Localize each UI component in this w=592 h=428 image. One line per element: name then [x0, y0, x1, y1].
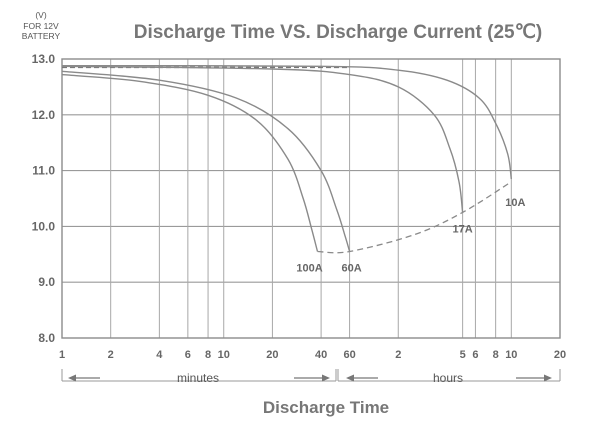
x-tick-label: 6 — [472, 349, 478, 361]
x-tick-label: 8 — [205, 349, 211, 361]
minutes-label: minutes — [177, 371, 219, 385]
x-tick-label: 20 — [266, 349, 278, 361]
x-tick-label: 40 — [315, 349, 327, 361]
y-unit-label-line-3: BATTERY — [22, 31, 61, 41]
series-labels: 100A 60A 17A 10A — [296, 197, 525, 275]
plot-frame — [61, 58, 561, 339]
x-axis-title: Discharge Time — [263, 398, 389, 417]
x-tick-label: 10 — [505, 349, 517, 361]
x-tick-labels: 1 2 4 6 8 10 20 40 60 2 5 6 8 10 20 — [59, 349, 566, 361]
y-tick-label: 10.0 — [32, 219, 56, 233]
y-tick-label: 8.0 — [38, 331, 55, 345]
series-label-17a: 17A — [453, 223, 473, 235]
arrow-left-icon — [346, 374, 378, 382]
discharge-curve-100a — [61, 73, 319, 252]
x-tick-label: 4 — [156, 349, 163, 361]
y-tick-label: 11.0 — [32, 164, 55, 178]
y-unit-label-line-1: (V) — [35, 10, 47, 20]
x-tick-label: 2 — [395, 349, 401, 361]
x-tick-label: 2 — [108, 349, 114, 361]
arrow-right-icon — [294, 374, 330, 382]
y-tick-label: 9.0 — [38, 275, 55, 289]
x-tick-label: 8 — [493, 349, 499, 361]
series-label-100a: 100A — [296, 263, 322, 275]
discharge-curve-60a — [61, 70, 351, 252]
y-unit-label-line-2: FOR 12V — [23, 21, 59, 31]
y-tick-label: 13.0 — [32, 52, 56, 66]
arrow-right-icon — [516, 374, 552, 382]
minutes-bracket — [61, 369, 337, 382]
discharge-curves — [61, 65, 512, 254]
grid-lines — [61, 58, 561, 339]
x-tick-label: 60 — [343, 349, 355, 361]
hours-bracket — [337, 369, 561, 382]
arrow-left-icon — [68, 374, 100, 382]
discharge-curve-10a — [61, 65, 512, 180]
series-label-10a: 10A — [505, 197, 525, 209]
discharge-curve-17a — [61, 65, 464, 213]
x-tick-label: 10 — [218, 349, 230, 361]
y-tick-labels: 8.0 9.0 10.0 11.0 12.0 13.0 — [32, 52, 56, 345]
hours-label: hours — [433, 371, 463, 385]
series-label-60a: 60A — [341, 263, 361, 275]
x-tick-label: 20 — [554, 349, 566, 361]
cutoff-voltage-curve — [317, 181, 512, 254]
x-tick-label: 5 — [460, 349, 466, 361]
x-tick-label: 1 — [59, 349, 65, 361]
x-tick-label: 6 — [185, 349, 191, 361]
y-tick-label: 12.0 — [32, 108, 56, 122]
time-unit-band: minutes hours — [61, 369, 561, 385]
chart-title: Discharge Time VS. Discharge Current (25… — [134, 22, 543, 43]
